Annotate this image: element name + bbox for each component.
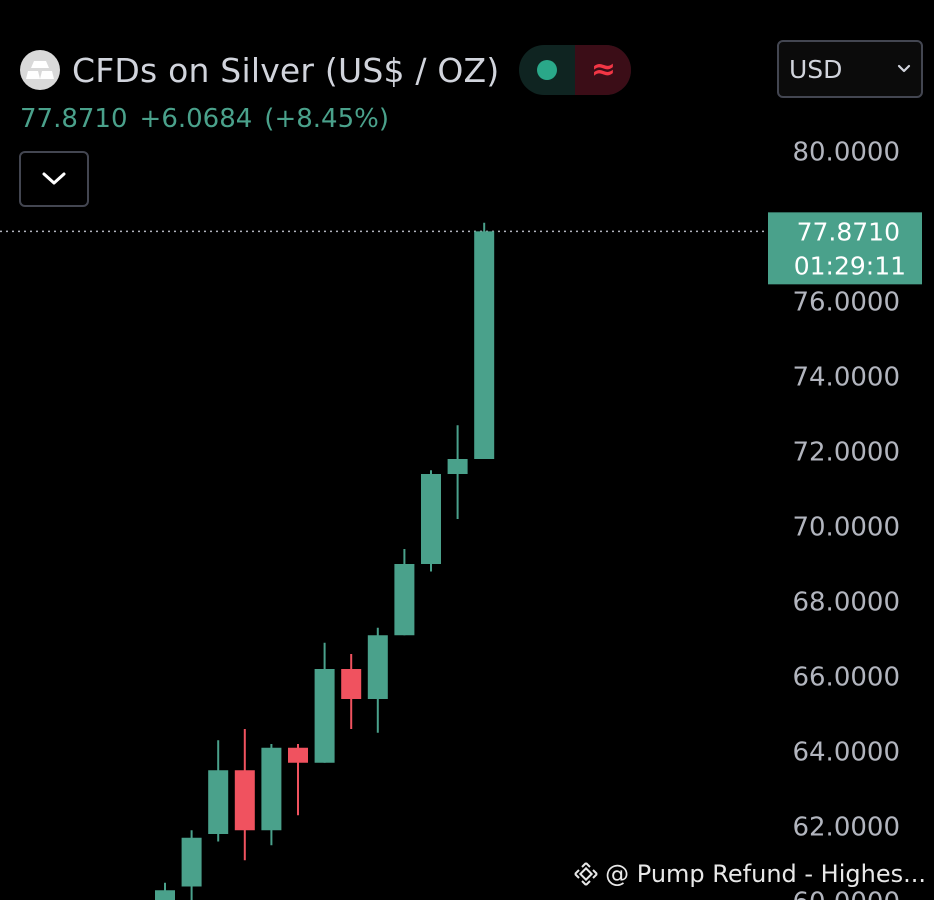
price-axis-tick-label: 74.0000 <box>792 363 900 393</box>
candle-body[interactable] <box>288 747 308 763</box>
price-change-percent: (+8.45%) <box>264 104 389 134</box>
watermark-text: @ Pump Refund - Highes... <box>605 860 926 888</box>
candle-body[interactable] <box>367 635 388 699</box>
candle-body[interactable] <box>474 231 495 459</box>
price-axis[interactable]: 80.0000 76.0000 74.0000 72.0000 70.0000 68.00… <box>792 138 900 900</box>
last-price-label-price: 77.8710 <box>797 217 900 246</box>
candle-body[interactable] <box>155 890 175 900</box>
candle-body[interactable] <box>447 459 468 474</box>
candle-body[interactable] <box>234 770 255 831</box>
price-change: +6.0684 <box>139 104 253 134</box>
last-price: 77.8710 <box>20 104 128 134</box>
price-axis-tick-label: 66.0000 <box>792 663 900 693</box>
candle-body[interactable] <box>181 837 202 887</box>
candle-body[interactable] <box>314 669 335 763</box>
chart-header: CFDs on Silver (US$ / OZ) ≈ <box>20 42 632 98</box>
price-axis-tick-label: 64.0000 <box>792 738 900 768</box>
silver-bars-icon[interactable] <box>20 50 60 90</box>
last-price-label: 77.8710 01:29:11 <box>768 212 922 285</box>
candles-group <box>155 222 495 900</box>
price-axis-tick-label: 62.0000 <box>792 813 900 843</box>
data-delay-icon: ≈ <box>590 52 616 87</box>
price-axis-tick-label: 68.0000 <box>792 588 900 618</box>
last-price-label-bg <box>768 212 922 285</box>
market-status-section[interactable] <box>519 45 575 95</box>
market-status-pill[interactable]: ≈ <box>519 45 632 95</box>
price-axis-tick-label: 60.0000 <box>792 888 900 900</box>
candle-body[interactable] <box>421 474 441 564</box>
currency-value: USD <box>789 54 843 84</box>
market-open-dot-icon <box>537 60 558 80</box>
candle-body[interactable] <box>394 564 415 636</box>
collapse-legend-button[interactable] <box>19 151 89 207</box>
data-delay-section[interactable]: ≈ <box>575 45 632 95</box>
symbol-title[interactable]: CFDs on Silver (US$ / OZ) <box>72 50 500 90</box>
candle-body[interactable] <box>208 770 229 834</box>
candle-body[interactable] <box>261 747 282 831</box>
quote-line: 77.8710 +6.0684 (+8.45%) <box>20 104 401 134</box>
binance-logo-icon <box>574 862 598 886</box>
price-axis-tick-label: 72.0000 <box>792 438 900 468</box>
price-axis-tick-label: 76.0000 <box>792 288 900 318</box>
watermark: @ Pump Refund - Highes... <box>573 856 926 892</box>
last-price-label-countdown: 01:29:11 <box>794 251 906 280</box>
price-axis-tick-label: 70.0000 <box>792 513 900 543</box>
candle-body[interactable] <box>341 669 362 699</box>
currency-select[interactable]: USD <box>777 40 923 98</box>
chevron-down-icon <box>897 64 911 73</box>
chevron-down-icon <box>42 172 66 185</box>
price-axis-tick-label: 80.0000 <box>792 138 900 168</box>
